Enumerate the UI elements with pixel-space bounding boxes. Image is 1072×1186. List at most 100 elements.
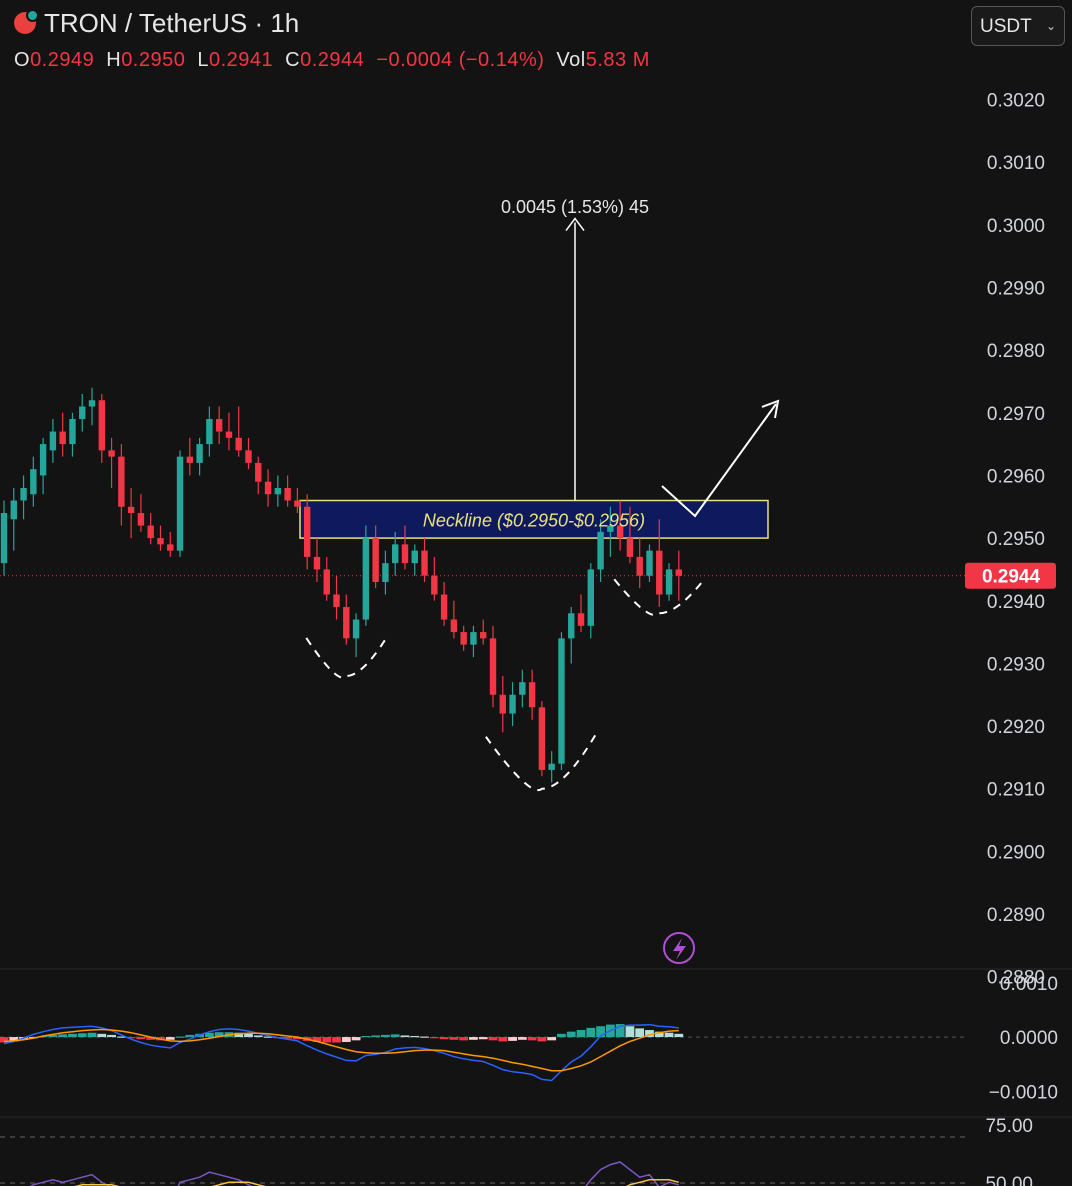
macd-histogram-bar	[341, 1037, 351, 1042]
macd-histogram-bar	[654, 1031, 664, 1038]
macd-histogram-bar	[0, 1037, 9, 1043]
macd-histogram-bar	[547, 1037, 557, 1041]
candle-body	[352, 619, 360, 639]
currency-select-value: USDT	[980, 16, 1032, 37]
change-value: −0.0004 (−0.14%)	[376, 49, 545, 71]
candle-body	[392, 544, 399, 564]
candle-body	[0, 513, 8, 564]
macd-histogram-bar	[576, 1030, 586, 1038]
macd-histogram-bar	[204, 1032, 214, 1038]
macd-histogram-bar	[322, 1037, 332, 1043]
candle-body	[59, 431, 66, 445]
price-tick-label: 0.2880	[987, 968, 1045, 989]
macd-histogram-bar	[449, 1037, 459, 1040]
candle-body	[255, 462, 262, 482]
macd-histogram-bar	[9, 1037, 19, 1042]
candle-body	[313, 556, 321, 570]
macd-histogram-bar	[469, 1037, 478, 1040]
candle-body	[646, 550, 653, 576]
macd-histogram-bar	[68, 1033, 77, 1038]
macd-histogram-bar	[87, 1032, 97, 1038]
price-tick-label: 0.2920	[987, 717, 1045, 738]
shoulder-arc	[305, 637, 388, 679]
macd-histogram-bar	[293, 1037, 302, 1040]
lightning-icon	[673, 938, 686, 960]
price-tick-label: 0.2890	[987, 905, 1045, 926]
tron-logo-icon	[14, 9, 39, 34]
price-tick-label: 0.3000	[987, 216, 1045, 237]
macd-histogram-bar	[478, 1037, 488, 1040]
open-value: 0.2949	[30, 49, 95, 71]
macd-histogram-bar	[459, 1037, 469, 1041]
open-label: O	[14, 49, 31, 71]
macd-histogram-bar	[116, 1036, 126, 1038]
high-label: H	[106, 49, 122, 71]
rsi-line	[29, 1161, 679, 1186]
candle-body	[538, 707, 546, 770]
neckline-box	[299, 499, 769, 539]
macd-histogram-bar	[175, 1036, 185, 1038]
candle-body	[323, 569, 330, 595]
candle-body	[20, 487, 27, 501]
neckline-label: Neckline ($0.2950-$0.2956)	[423, 510, 645, 530]
candle-body	[49, 431, 57, 451]
price-tick-label: 0.3020	[987, 90, 1045, 111]
candle-body	[421, 550, 428, 576]
candle-body	[626, 538, 634, 557]
candle-body	[333, 594, 340, 608]
low-value: 0.2941	[208, 49, 274, 71]
macd-histogram-bar	[596, 1026, 605, 1038]
candle-body	[460, 632, 467, 645]
candle-body	[636, 556, 643, 576]
candle-body	[206, 419, 213, 445]
candle-body	[548, 763, 555, 770]
macd-histogram-bar	[107, 1034, 116, 1038]
macd-histogram-bar	[361, 1035, 371, 1038]
measure-arrowhead	[565, 217, 585, 231]
chevron-down-icon: ⌄	[1045, 19, 1056, 33]
macd-histogram-bar	[566, 1031, 576, 1038]
close-value: 0.2944	[300, 49, 365, 71]
currency-select[interactable]: USDT ⌄	[971, 6, 1065, 46]
macd-histogram-bar	[214, 1032, 224, 1038]
macd-tick-label: −0.0010	[989, 1082, 1058, 1103]
macd-histogram-bar	[312, 1037, 322, 1042]
macd-histogram-bar	[625, 1026, 635, 1038]
candle-body	[215, 419, 223, 432]
macd-histogram-bar	[146, 1037, 156, 1040]
candle-body	[440, 594, 448, 620]
candle-body	[294, 500, 301, 507]
head-arc	[485, 730, 599, 792]
macd-histogram-bar	[557, 1033, 566, 1038]
symbol-title[interactable]: TRON / TetherUS · 1h	[14, 8, 299, 39]
candle-body	[167, 544, 174, 551]
macd-histogram-bar	[420, 1036, 429, 1038]
macd-histogram-bar	[244, 1033, 253, 1038]
price-tick-label: 0.2900	[987, 842, 1045, 863]
current-price-badge	[965, 562, 1056, 589]
macd-histogram-bar	[332, 1037, 341, 1043]
macd-histogram-bar	[126, 1037, 136, 1039]
candle-body	[558, 638, 565, 764]
candle-body	[499, 694, 506, 714]
price-tick-label: 0.2970	[987, 404, 1045, 425]
candle-body	[186, 456, 194, 463]
symbol-title-text: TRON / TetherUS · 1h	[44, 8, 300, 38]
candle-body	[88, 400, 96, 407]
macd-histogram-bar	[517, 1037, 527, 1040]
macd-histogram-bar	[77, 1033, 87, 1038]
macd-histogram-bar	[537, 1037, 547, 1042]
candle-body	[108, 450, 115, 457]
candle-body	[480, 632, 487, 639]
current-price-label: 0.2944	[982, 567, 1041, 588]
macd-histogram-bar	[185, 1034, 195, 1038]
candle-body	[39, 444, 47, 476]
candle-body	[568, 613, 575, 639]
candle-body	[577, 613, 585, 626]
macd-histogram-bar	[645, 1030, 654, 1038]
shoulder-arc	[613, 578, 706, 617]
candle-body	[372, 538, 379, 582]
candle-body	[264, 481, 272, 495]
candle-body	[450, 619, 458, 633]
